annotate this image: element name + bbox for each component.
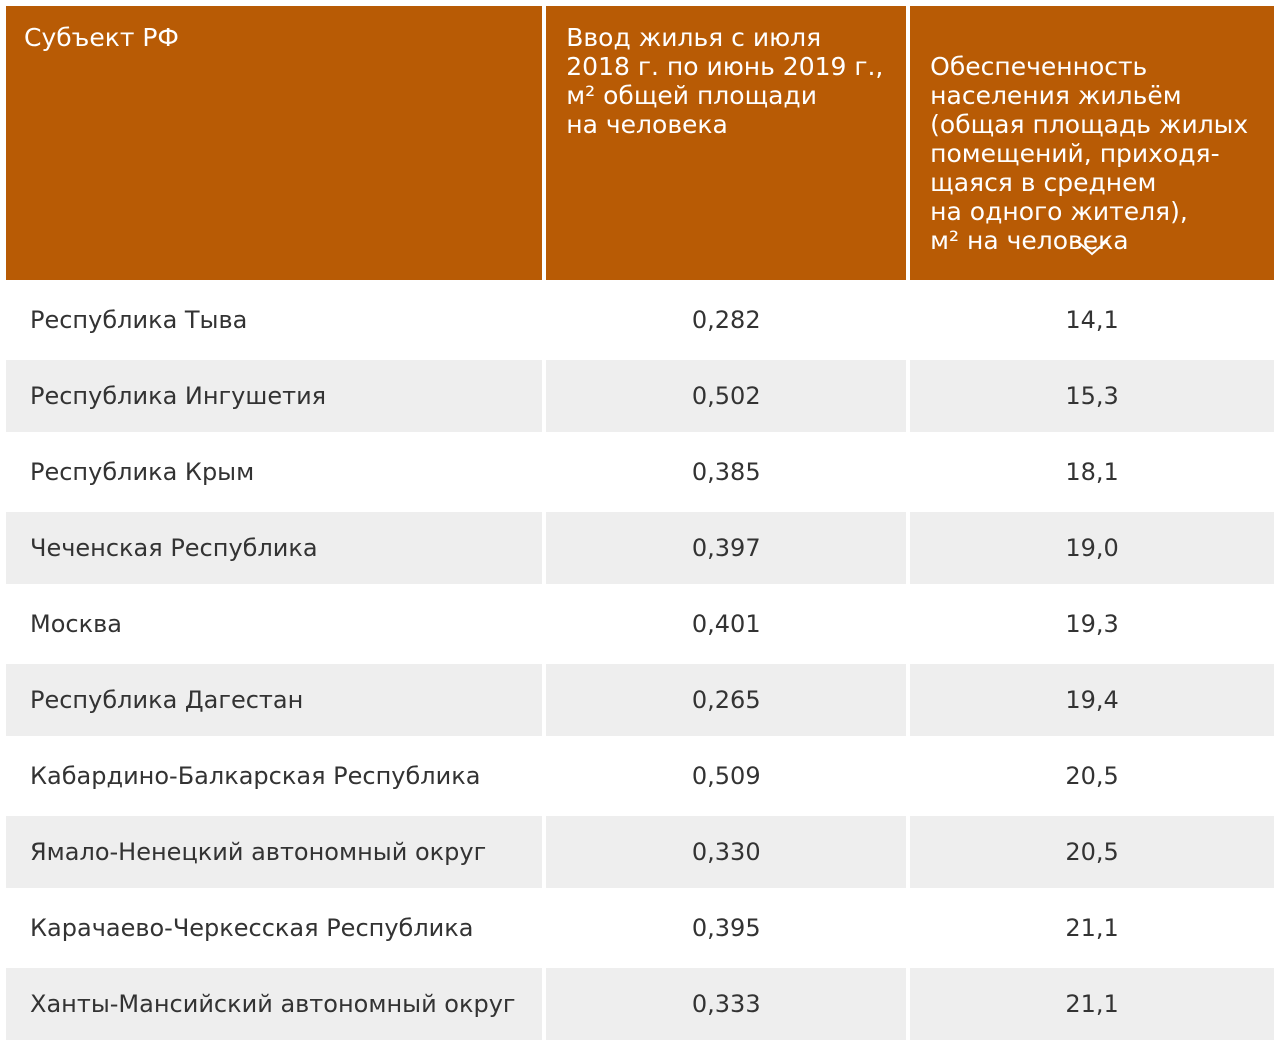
table-row: Республика Ингушетия 0,502 15,3: [6, 360, 1274, 432]
cell-housing-provision: 20,5: [910, 816, 1274, 888]
table-row: Кабардино-Балкарская Республика 0,509 20…: [6, 740, 1274, 812]
cell-housing-input: 0,509: [546, 740, 907, 812]
table-row: Карачаево-Черкесская Республика 0,395 21…: [6, 892, 1274, 964]
cell-housing-provision: 19,0: [910, 512, 1274, 584]
cell-housing-provision: 20,5: [910, 740, 1274, 812]
cell-region: Ямало-Ненецкий автономный округ: [6, 816, 543, 888]
table-body: Республика Тыва 0,282 14,1 Республика Ин…: [6, 284, 1274, 1040]
table-row: Республика Тыва 0,282 14,1: [6, 284, 1274, 356]
cell-region: Республика Тыва: [6, 284, 543, 356]
cell-region: Карачаево-Черкесская Республика: [6, 892, 543, 964]
table-row: Ханты-Мансийский автономный округ 0,333 …: [6, 968, 1274, 1040]
cell-housing-input: 0,401: [546, 588, 907, 660]
cell-housing-provision: 19,4: [910, 664, 1274, 736]
cell-housing-input: 0,502: [546, 360, 907, 432]
housing-table: Субъект РФ Ввод жилья с июля 2018 г. по …: [6, 6, 1275, 1044]
cell-housing-provision: 19,3: [910, 588, 1274, 660]
cell-housing-input: 0,397: [546, 512, 907, 584]
table-row: Москва 0,401 19,3: [6, 588, 1274, 660]
cell-housing-provision: 15,3: [910, 360, 1274, 432]
cell-housing-input: 0,282: [546, 284, 907, 356]
cell-region: Чеченская Республика: [6, 512, 543, 584]
cell-region: Москва: [6, 588, 543, 660]
table-row: Чеченская Республика 0,397 19,0: [6, 512, 1274, 584]
cell-housing-provision: 14,1: [910, 284, 1274, 356]
table-row: Республика Крым 0,385 18,1: [6, 436, 1274, 508]
cell-housing-provision: 21,1: [910, 892, 1274, 964]
cell-region: Кабардино-Балкарская Республика: [6, 740, 543, 812]
cell-region: Республика Дагестан: [6, 664, 543, 736]
cell-housing-input: 0,333: [546, 968, 907, 1040]
cell-housing-provision: 18,1: [910, 436, 1274, 508]
cell-region: Республика Крым: [6, 436, 543, 508]
table-row: Ямало-Ненецкий автономный округ 0,330 20…: [6, 816, 1274, 888]
cell-housing-provision: 21,1: [910, 968, 1274, 1040]
cell-housing-input: 0,265: [546, 664, 907, 736]
cell-housing-input: 0,395: [546, 892, 907, 964]
cell-housing-input: 0,385: [546, 436, 907, 508]
header-housing-input[interactable]: Ввод жилья с июля 2018 г. по июнь 2019 г…: [546, 6, 907, 280]
cell-region: Республика Ингушетия: [6, 360, 543, 432]
table-row: Республика Дагестан 0,265 19,4: [6, 664, 1274, 736]
chevron-down-icon[interactable]: [1074, 236, 1110, 258]
header-region[interactable]: Субъект РФ: [6, 6, 543, 280]
header-housing-provision[interactable]: Обеспеченность населения жильём (общая п…: [910, 6, 1275, 280]
cell-region: Ханты-Мансийский автономный округ: [6, 968, 543, 1040]
table-header-row: Субъект РФ Ввод жилья с июля 2018 г. по …: [6, 6, 1275, 280]
header-housing-provision-label: Обеспеченность населения жильём (общая п…: [930, 52, 1249, 255]
cell-housing-input: 0,330: [546, 816, 907, 888]
